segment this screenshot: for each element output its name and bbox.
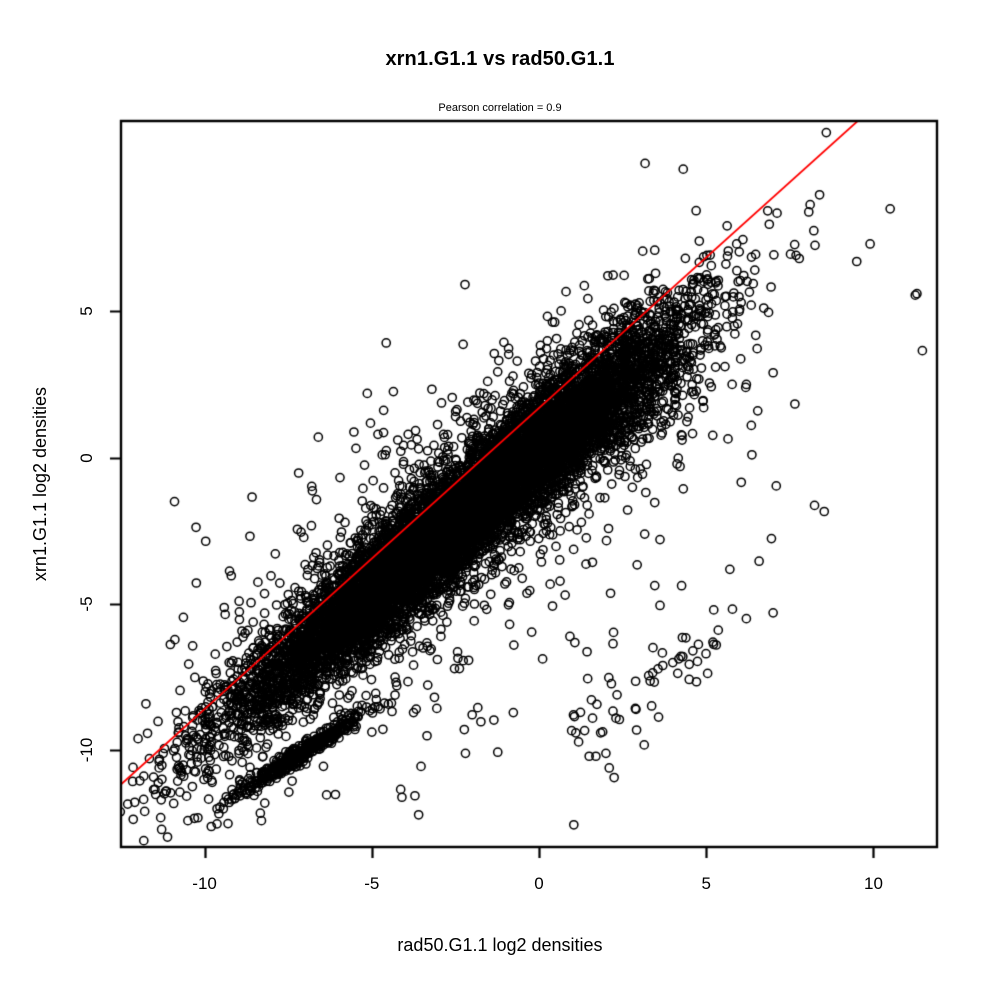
scatter-plot-canvas (0, 0, 1000, 1000)
scatter-plot-figure: xrn1.G1.1 vs rad50.G1.1 Pearson correlat… (0, 0, 1000, 1000)
